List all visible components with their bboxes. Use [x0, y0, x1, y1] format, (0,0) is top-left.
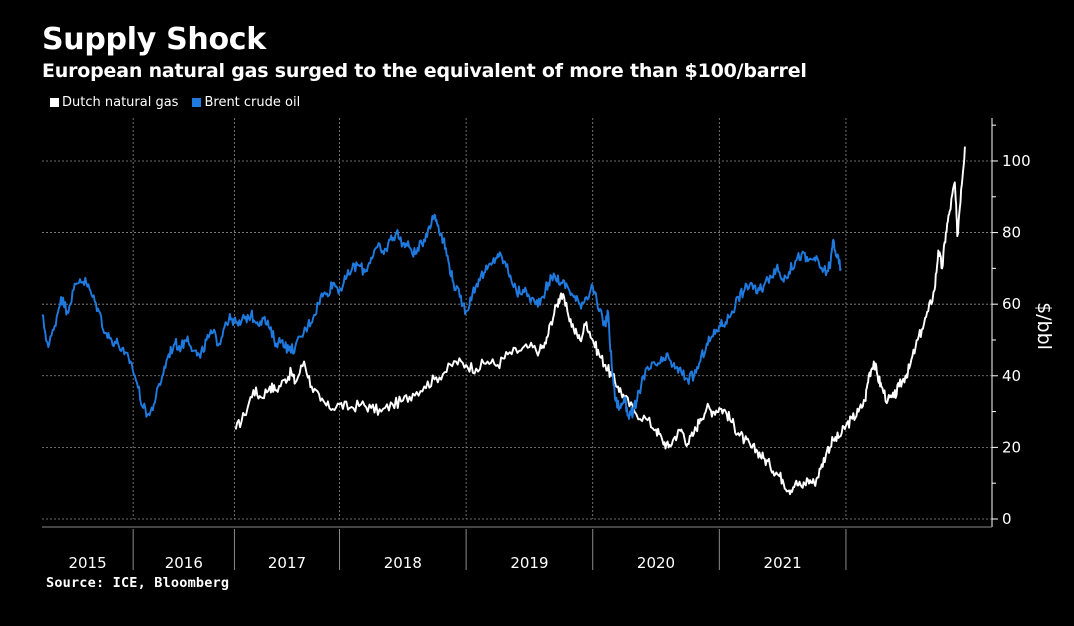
y-tick-label-20: 20 — [1002, 438, 1021, 456]
source-note: Source: ICE, Bloomberg — [46, 575, 230, 591]
legend-label-oil: Brent crude oil — [204, 95, 301, 110]
y-tick-label-40: 40 — [1002, 367, 1021, 385]
y-tick-label-0: 0 — [1002, 510, 1012, 528]
chart-title: Supply Shock — [42, 22, 266, 57]
legend-label-gas: Dutch natural gas — [62, 95, 179, 110]
series-line-brent-crude-oil — [41, 213, 842, 420]
legend-item-oil: Brent crude oil — [192, 95, 300, 110]
x-tick-label-2017: 2017 — [268, 554, 306, 572]
legend-swatch-oil — [192, 98, 202, 107]
legend-swatch-gas — [50, 98, 59, 107]
x-tick-label-2016: 2016 — [165, 554, 203, 572]
chart-grid — [42, 118, 992, 520]
y-axis-label: $/bbl — [1033, 302, 1055, 350]
y-tick-label-80: 80 — [1002, 224, 1021, 242]
chart-legend: Dutch natural gas Brent crude oil — [50, 95, 300, 110]
chart-series — [41, 146, 966, 496]
legend-item-gas: Dutch natural gas — [50, 95, 178, 110]
chart-subtitle: European natural gas surged to the equiv… — [42, 60, 807, 82]
x-tick-label-2020: 2020 — [637, 554, 675, 572]
series-line-dutch-natural-gas — [234, 146, 966, 496]
x-tick-label-2019: 2019 — [510, 554, 548, 572]
chart-axes: 0 20 40 60 80 100 2015 2016 2017 2018 2019 2020 2021 — [42, 118, 1031, 572]
y-tick-label-100: 100 — [1002, 152, 1031, 170]
x-tick-label-2015: 2015 — [68, 554, 106, 572]
x-tick-label-2018: 2018 — [384, 554, 422, 572]
x-tick-label-2021: 2021 — [764, 554, 802, 572]
y-tick-label-60: 60 — [1002, 295, 1021, 313]
